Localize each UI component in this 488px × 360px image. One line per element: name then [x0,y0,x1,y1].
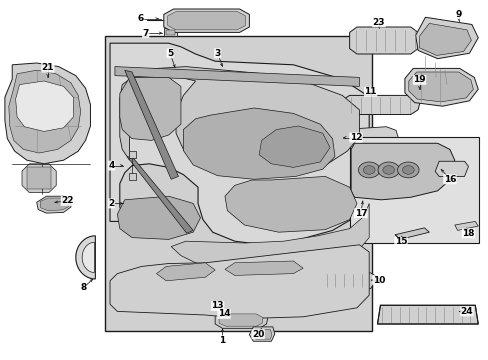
Polygon shape [76,236,95,279]
Polygon shape [27,167,51,189]
Polygon shape [259,126,329,167]
Polygon shape [349,27,417,54]
Circle shape [358,162,379,178]
Polygon shape [22,164,56,193]
Text: 9: 9 [454,10,461,19]
Polygon shape [205,300,249,314]
Polygon shape [342,95,420,114]
Polygon shape [419,23,470,55]
Text: 21: 21 [41,63,54,72]
Polygon shape [117,196,200,239]
Text: 16: 16 [443,175,455,184]
Polygon shape [9,70,81,153]
Text: 23: 23 [372,18,385,27]
Polygon shape [16,81,73,131]
Polygon shape [252,329,271,339]
Polygon shape [115,67,359,86]
Text: 10: 10 [372,276,385,285]
Polygon shape [350,143,454,200]
Polygon shape [249,327,274,341]
Text: 12: 12 [349,133,362,142]
Polygon shape [215,311,267,328]
Polygon shape [336,127,398,147]
Text: 6: 6 [138,14,143,23]
Polygon shape [183,108,334,179]
Polygon shape [454,221,477,230]
Polygon shape [404,68,477,106]
Circle shape [377,162,399,178]
Text: 20: 20 [251,330,264,339]
Polygon shape [219,314,263,326]
Text: 17: 17 [354,209,366,217]
Text: 15: 15 [394,238,407,247]
Text: 13: 13 [211,302,224,310]
Polygon shape [408,72,472,102]
Polygon shape [40,198,68,211]
Polygon shape [156,263,215,281]
Text: 11: 11 [364,87,376,96]
Text: 1: 1 [219,336,225,345]
Polygon shape [163,9,249,32]
Text: 2: 2 [108,199,114,208]
Polygon shape [167,12,245,30]
Text: 7: 7 [142,29,149,38]
Polygon shape [377,305,477,324]
Text: 8: 8 [80,284,86,292]
Text: 5: 5 [167,49,173,58]
Polygon shape [165,30,175,35]
Polygon shape [124,70,178,179]
Polygon shape [434,161,468,176]
Polygon shape [317,273,377,289]
Circle shape [397,162,418,178]
Polygon shape [5,63,90,164]
Polygon shape [110,43,368,245]
Polygon shape [415,17,477,59]
Polygon shape [37,196,71,213]
Text: 22: 22 [61,197,74,206]
Polygon shape [120,67,359,175]
Polygon shape [127,157,193,233]
Polygon shape [171,203,368,274]
Circle shape [402,166,413,174]
Circle shape [363,166,374,174]
Text: 24: 24 [460,307,472,316]
Polygon shape [110,245,368,319]
Circle shape [382,166,394,174]
Polygon shape [82,242,94,273]
Polygon shape [163,28,177,36]
Polygon shape [120,77,181,140]
Text: 4: 4 [108,161,115,170]
Polygon shape [224,176,356,232]
Text: 18: 18 [461,229,474,238]
FancyBboxPatch shape [105,36,371,331]
Polygon shape [128,151,136,158]
Polygon shape [224,261,303,275]
FancyBboxPatch shape [349,137,478,243]
Polygon shape [394,228,428,239]
Text: 3: 3 [214,49,220,58]
Polygon shape [128,173,136,180]
Text: 14: 14 [217,310,230,319]
Text: 19: 19 [412,76,425,85]
